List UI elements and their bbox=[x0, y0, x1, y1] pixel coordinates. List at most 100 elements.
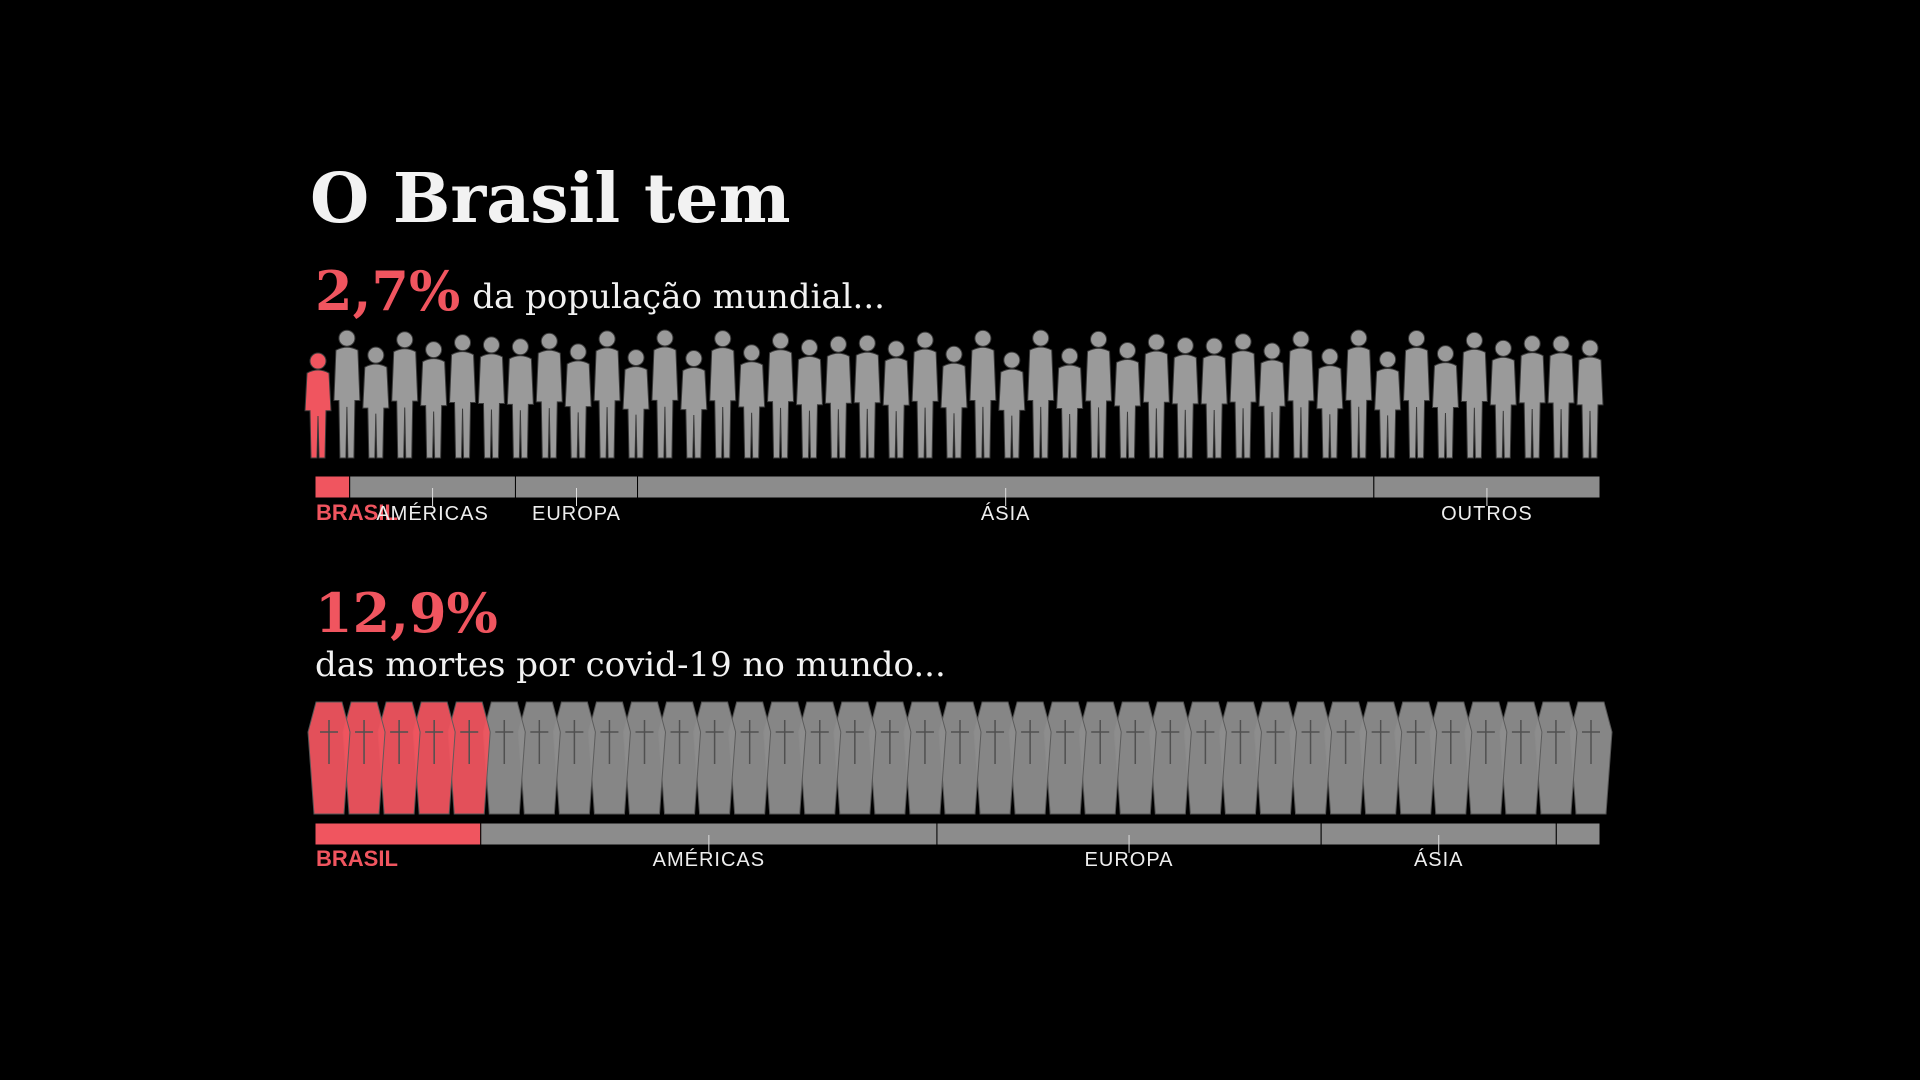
person-body bbox=[1403, 346, 1431, 459]
subtitle: das mortes por covid-19 no mundo... bbox=[315, 645, 946, 685]
person-head bbox=[974, 329, 992, 347]
person-icon bbox=[998, 351, 1026, 459]
person-icon bbox=[1489, 339, 1517, 459]
person-body bbox=[1489, 356, 1517, 459]
person-icon bbox=[1374, 350, 1402, 459]
coffin-cross bbox=[600, 720, 619, 764]
person-icon bbox=[333, 329, 361, 459]
coffin-cross bbox=[635, 720, 654, 764]
person-body bbox=[477, 353, 505, 459]
person-body bbox=[535, 349, 563, 459]
person-body bbox=[1200, 354, 1228, 459]
person-head bbox=[1147, 333, 1165, 351]
person-head bbox=[482, 336, 500, 354]
coffin-cross bbox=[1476, 720, 1495, 764]
person-icon bbox=[1576, 339, 1604, 459]
person-body bbox=[622, 366, 650, 459]
person-icon bbox=[564, 343, 592, 459]
coffin-icon bbox=[1569, 701, 1613, 815]
person-body bbox=[795, 356, 823, 459]
person-body bbox=[1056, 364, 1084, 459]
coffin-icon bbox=[1359, 701, 1403, 815]
coffin-icon bbox=[307, 701, 351, 815]
person-body bbox=[1085, 347, 1113, 459]
person-icon bbox=[680, 350, 708, 459]
person-head bbox=[1205, 337, 1223, 355]
coffin-cross bbox=[460, 720, 479, 764]
person-head bbox=[1465, 331, 1483, 349]
category-label: EUROPA bbox=[1085, 849, 1174, 871]
person-body bbox=[362, 363, 390, 459]
person-icon bbox=[304, 352, 332, 459]
person-icon bbox=[1258, 342, 1286, 459]
coffin-cross bbox=[1021, 720, 1040, 764]
coffin-cross bbox=[1161, 720, 1180, 764]
subtitle: da população mundial... bbox=[472, 277, 885, 317]
person-icon bbox=[651, 329, 679, 459]
category-label: OUTROS bbox=[1441, 503, 1533, 525]
person-head bbox=[829, 335, 847, 353]
coffin-icon bbox=[447, 701, 491, 815]
person-icon bbox=[853, 334, 881, 459]
coffin-icon bbox=[833, 701, 877, 815]
person-icon bbox=[911, 331, 939, 459]
person-head bbox=[1552, 335, 1570, 353]
person-head bbox=[598, 330, 616, 348]
coffin-icon bbox=[973, 701, 1017, 815]
person-body bbox=[1258, 359, 1286, 459]
person-icon bbox=[1056, 347, 1084, 459]
category-label: ÁSIA bbox=[981, 502, 1031, 525]
person-icon bbox=[420, 341, 448, 459]
coffin-icon bbox=[412, 701, 456, 815]
person-head bbox=[743, 344, 761, 362]
coffin-icon bbox=[377, 701, 421, 815]
person-body bbox=[824, 352, 852, 459]
coffin-cross bbox=[1266, 720, 1285, 764]
coffin-cross bbox=[320, 720, 338, 764]
person-head bbox=[1408, 329, 1426, 347]
person-body bbox=[1171, 354, 1199, 459]
person-head bbox=[714, 330, 732, 348]
person-head bbox=[1032, 329, 1050, 347]
person-body bbox=[680, 367, 708, 459]
person-icon bbox=[1345, 329, 1373, 459]
coffin-cross bbox=[1301, 720, 1320, 764]
coffin-cross bbox=[1406, 720, 1425, 764]
person-body bbox=[1142, 350, 1170, 459]
coffin-icon bbox=[1113, 701, 1157, 815]
person-head bbox=[887, 340, 905, 358]
coffin-icon bbox=[903, 701, 947, 815]
coffin-icon bbox=[552, 701, 596, 815]
person-head bbox=[1494, 339, 1512, 357]
coffin-cross bbox=[915, 720, 934, 764]
coffin-icon bbox=[517, 701, 561, 815]
person-body bbox=[420, 358, 448, 459]
coffin-cross bbox=[1336, 720, 1355, 764]
person-head bbox=[1090, 330, 1108, 348]
person-icon bbox=[1142, 333, 1170, 459]
bar-segment bbox=[314, 475, 351, 499]
coffin-icon bbox=[1008, 701, 1052, 815]
person-head bbox=[1523, 335, 1541, 353]
person-body bbox=[1460, 348, 1488, 459]
person-body bbox=[1316, 365, 1344, 459]
person-icon bbox=[1316, 348, 1344, 459]
person-head bbox=[945, 345, 963, 363]
person-body bbox=[1027, 346, 1055, 459]
coffin-cross bbox=[810, 720, 829, 764]
person-icon bbox=[535, 332, 563, 459]
person-head bbox=[1061, 347, 1079, 365]
category-label: BRASIL bbox=[316, 500, 398, 525]
headline-value: 12,9% bbox=[315, 581, 498, 645]
person-head bbox=[656, 329, 674, 347]
coffin-icon bbox=[1464, 701, 1508, 815]
person-body bbox=[1229, 350, 1257, 459]
coffin-icon bbox=[1429, 701, 1473, 815]
person-body bbox=[738, 361, 766, 459]
person-icon bbox=[593, 330, 621, 459]
person-head bbox=[916, 331, 934, 349]
person-icon bbox=[506, 338, 534, 459]
category-label: AMÉRICAS bbox=[376, 502, 488, 525]
